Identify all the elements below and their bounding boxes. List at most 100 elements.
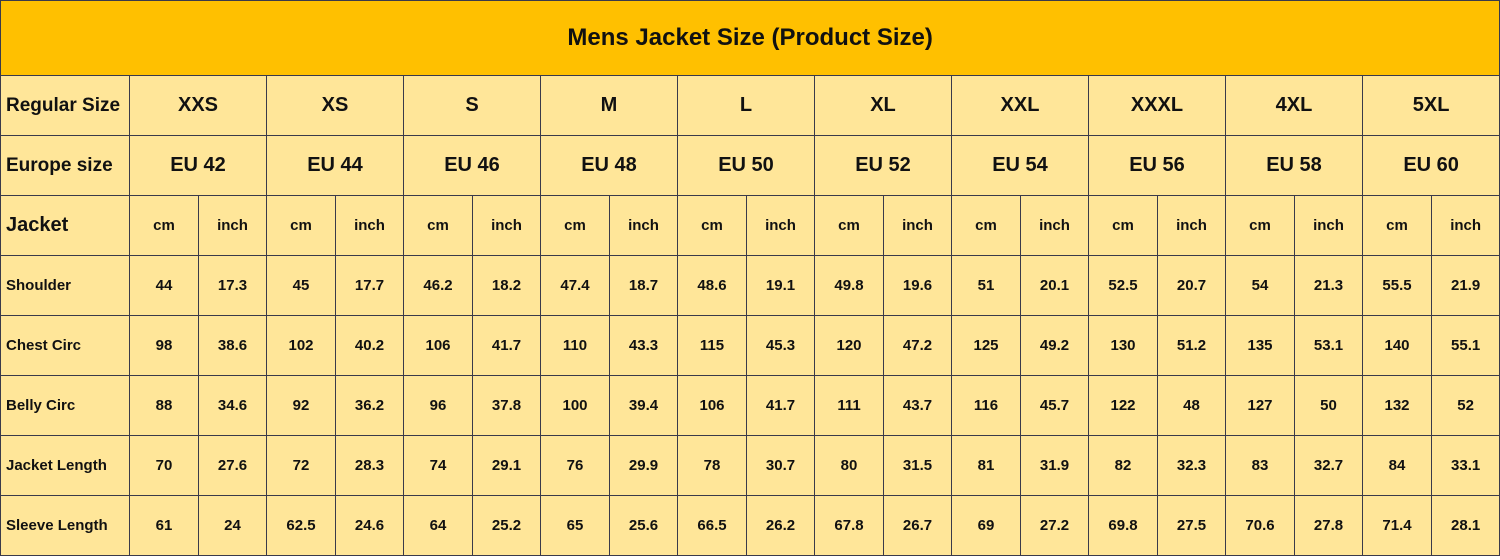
value-cm: 102 — [266, 315, 336, 376]
europe-size-cell: EU 56 — [1088, 135, 1226, 196]
regular-size-cell: XXL — [951, 75, 1089, 136]
europe-size-cell: EU 44 — [266, 135, 404, 196]
regular-size-cell: 5XL — [1361, 75, 1500, 136]
value-inch: 28.3 — [335, 435, 404, 496]
value-cm: 88 — [129, 375, 199, 436]
unit-inch: inch — [1157, 195, 1226, 256]
value-inch: 38.6 — [198, 315, 267, 376]
value-cm: 106 — [403, 315, 473, 376]
value-inch: 19.1 — [746, 255, 815, 316]
value-cm: 130 — [1088, 315, 1158, 376]
value-inch: 19.6 — [883, 255, 952, 316]
value-inch: 28.1 — [1430, 495, 1500, 556]
value-inch: 17.7 — [335, 255, 404, 316]
unit-row: Jacket cm inch cm inch cm inch cm inch cm inch cm in… — [0, 195, 1500, 256]
value-inch: 29.1 — [472, 435, 541, 496]
europe-size-cell: EU 42 — [129, 135, 267, 196]
value-cm: 65 — [540, 495, 610, 556]
value-inch: 18.2 — [472, 255, 541, 316]
value-cm: 69.8 — [1088, 495, 1158, 556]
title-row: Mens Jacket Size (Product Size) — [0, 0, 1500, 76]
value-inch: 27.8 — [1294, 495, 1363, 556]
europe-size-cell: EU 46 — [403, 135, 541, 196]
value-inch: 21.9 — [1430, 255, 1500, 316]
value-cm: 66.5 — [677, 495, 747, 556]
value-inch: 51.2 — [1157, 315, 1226, 376]
europe-size-cell: EU 50 — [677, 135, 815, 196]
value-inch: 43.3 — [609, 315, 678, 376]
unit-inch: inch — [883, 195, 952, 256]
value-cm: 106 — [677, 375, 747, 436]
value-cm: 70 — [129, 435, 199, 496]
value-inch: 26.7 — [883, 495, 952, 556]
table-row: Jacket Length 70 27.6 72 28.3 74 29.1 76 29.9 78 3… — [0, 435, 1500, 496]
value-inch: 25.2 — [472, 495, 541, 556]
regular-size-cell: XXXL — [1088, 75, 1226, 136]
measurement-label: Sleeve Length — [0, 495, 130, 556]
value-inch: 20.7 — [1157, 255, 1226, 316]
value-cm: 122 — [1088, 375, 1158, 436]
value-cm: 140 — [1362, 315, 1432, 376]
unit-inch: inch — [472, 195, 541, 256]
value-inch: 24.6 — [335, 495, 404, 556]
value-cm: 71.4 — [1362, 495, 1432, 556]
value-inch: 39.4 — [609, 375, 678, 436]
value-inch: 27.2 — [1020, 495, 1089, 556]
value-inch: 53.1 — [1294, 315, 1363, 376]
value-inch: 18.7 — [609, 255, 678, 316]
value-cm: 110 — [540, 315, 610, 376]
measurement-label: Shoulder — [0, 255, 130, 316]
value-cm: 55.5 — [1362, 255, 1432, 316]
value-cm: 51 — [951, 255, 1021, 316]
value-inch: 41.7 — [746, 375, 815, 436]
unit-cm: cm — [129, 195, 199, 256]
table-row: Chest Circ 98 38.6 102 40.2 106 41.7 110 43.3 115… — [0, 315, 1500, 376]
regular-size-cell: S — [403, 75, 541, 136]
unit-inch: inch — [746, 195, 815, 256]
unit-cm: cm — [1225, 195, 1295, 256]
value-cm: 46.2 — [403, 255, 473, 316]
value-cm: 82 — [1088, 435, 1158, 496]
value-cm: 111 — [814, 375, 884, 436]
value-cm: 96 — [403, 375, 473, 436]
measurement-label: Belly Circ — [0, 375, 130, 436]
value-cm: 69 — [951, 495, 1021, 556]
value-inch: 21.3 — [1294, 255, 1363, 316]
value-cm: 76 — [540, 435, 610, 496]
unit-inch: inch — [609, 195, 678, 256]
value-inch: 40.2 — [335, 315, 404, 376]
unit-cm: cm — [1088, 195, 1158, 256]
table-row: Belly Circ 88 34.6 92 36.2 96 37.8 100 39.4 106 41… — [0, 375, 1500, 436]
value-inch: 20.1 — [1020, 255, 1089, 316]
unit-inch: inch — [335, 195, 404, 256]
unit-inch: inch — [198, 195, 267, 256]
table-row: Sleeve Length 61 24 62.5 24.6 64 25.2 65 25.6 66.… — [0, 495, 1500, 556]
value-inch: 32.3 — [1157, 435, 1226, 496]
value-cm: 47.4 — [540, 255, 610, 316]
value-inch: 29.9 — [609, 435, 678, 496]
value-inch: 27.5 — [1157, 495, 1226, 556]
europe-size-cell: EU 52 — [814, 135, 952, 196]
value-inch: 48 — [1157, 375, 1226, 436]
regular-size-cell: XXS — [129, 75, 267, 136]
regular-size-cell: 4XL — [1225, 75, 1363, 136]
value-cm: 100 — [540, 375, 610, 436]
value-inch: 45.3 — [746, 315, 815, 376]
value-cm: 72 — [266, 435, 336, 496]
unit-cm: cm — [951, 195, 1021, 256]
table-row: Shoulder 44 17.3 45 17.7 46.2 18.2 47.4 18.7 48.6… — [0, 255, 1500, 316]
value-inch: 34.6 — [198, 375, 267, 436]
value-cm: 74 — [403, 435, 473, 496]
value-cm: 64 — [403, 495, 473, 556]
value-inch: 43.7 — [883, 375, 952, 436]
value-inch: 37.8 — [472, 375, 541, 436]
europe-size-cell: EU 54 — [951, 135, 1089, 196]
unit-cm: cm — [677, 195, 747, 256]
value-cm: 135 — [1225, 315, 1295, 376]
regular-size-cell: XL — [814, 75, 952, 136]
value-cm: 70.6 — [1225, 495, 1295, 556]
value-inch: 52 — [1430, 375, 1500, 436]
value-inch: 41.7 — [472, 315, 541, 376]
measurement-label: Chest Circ — [0, 315, 130, 376]
